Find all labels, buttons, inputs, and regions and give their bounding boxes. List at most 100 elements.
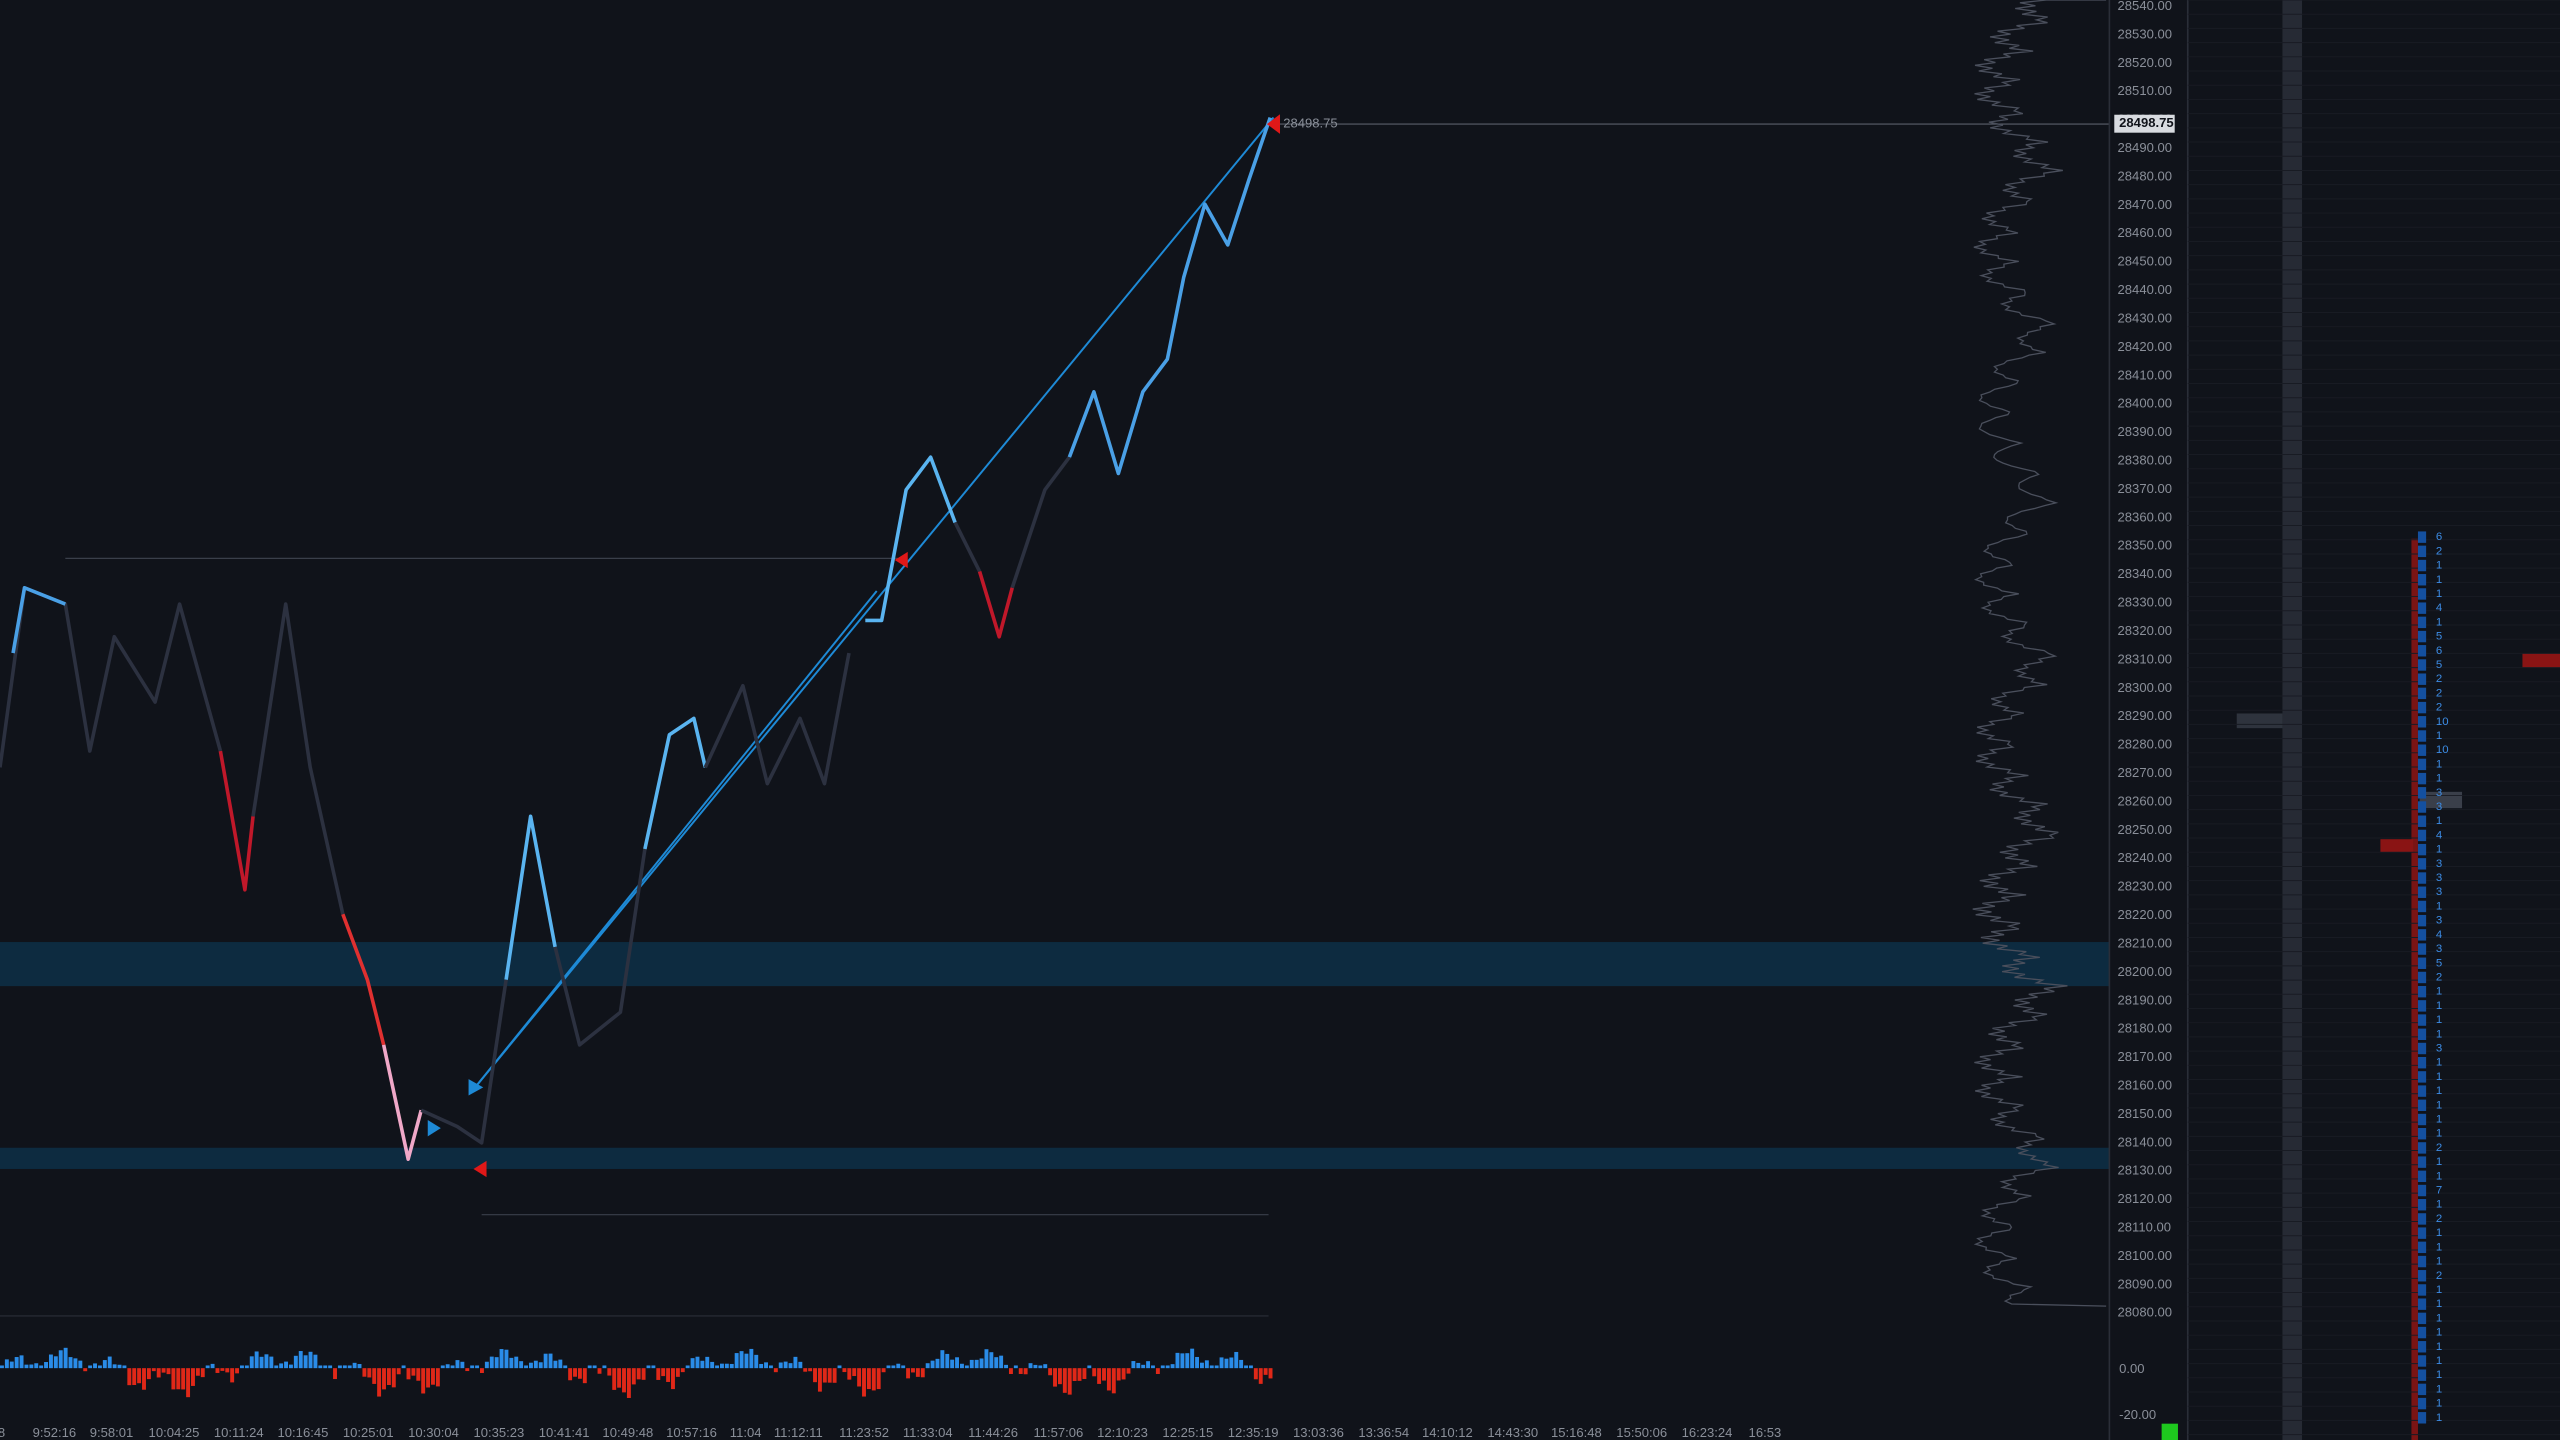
indicator-bar [284,1361,288,1369]
indicator-bar [558,1359,563,1369]
indicator-bar [97,1365,102,1369]
dom-size: 4 [2436,829,2443,841]
indicator-bar [661,1368,666,1377]
indicator-bar [63,1347,68,1369]
time-label: 10:49:48 [602,1425,653,1440]
indicator-bar [132,1368,137,1386]
indicator-bar [1248,1365,1253,1369]
indicator-bar [1155,1368,1160,1375]
indicator-bar [612,1368,617,1390]
indicator-bar [1244,1365,1248,1369]
indicator-bar [1219,1357,1224,1369]
dom-bar [2236,713,2283,729]
indicator-bar [406,1368,411,1380]
dom-bid-bar [2417,1199,2427,1211]
indicator-bar [906,1368,911,1379]
time-label: 9:58:01 [90,1425,134,1440]
indicator-bar [127,1368,132,1386]
indicator-bar [313,1354,318,1369]
indicator-bar [528,1362,533,1369]
trend-line [474,590,878,1088]
dom-size: 7 [2436,1185,2442,1197]
indicator-bar [705,1356,710,1369]
dom-size: 1 [2436,730,2442,742]
zone [0,942,2110,987]
price-tick-label: 28450.00 [2118,254,2172,269]
indicator-bar [548,1353,553,1369]
indicator-bar [1195,1356,1200,1369]
indicator-bar [607,1368,612,1376]
indicator-bar [293,1355,298,1369]
indicator-bar [117,1364,122,1369]
indicator-bar [876,1368,881,1390]
indicator-bar [259,1356,264,1369]
dom-size: 2 [2436,1213,2442,1225]
dom-bid-bar [2417,1028,2427,1040]
dom-bid-bar [2417,858,2427,870]
indicator-bar [431,1368,435,1385]
price-tick-label: 28370.00 [2118,481,2172,496]
dom-bid-bar [2417,1270,2427,1282]
dom-size: 2 [2436,1142,2442,1154]
price-tick-label: 28410.00 [2118,367,2172,382]
indicator-bar [886,1365,891,1369]
dom-bid-bar [2417,1326,2427,1339]
dom-size: 1 [2436,986,2442,998]
indicator-bar [685,1365,690,1369]
dom-size: 1 [2436,758,2442,770]
dom-size: 1 [2436,1114,2442,1126]
dom-bid-bar [2417,574,2427,586]
indicator-bar [729,1363,734,1369]
dom-size: 5 [2436,631,2442,643]
price-line [1010,456,1071,589]
dom-bid-bar [2417,630,2427,643]
indicator-bar [1077,1368,1082,1381]
time-label: 12:25:15 [1162,1425,1213,1440]
indicator-bar [249,1356,254,1369]
dom-bid-bar [2417,687,2427,700]
dom-ask-column [2411,538,2418,1440]
time-label: 10:25:01 [343,1425,394,1440]
price-tick-label: 28460.00 [2118,225,2172,240]
indicator-bar [969,1359,974,1369]
dom-bar [2522,653,2560,668]
indicator-bar [421,1368,426,1394]
price-tick-label: 28180.00 [2118,1021,2172,1036]
indicator-bar [1224,1358,1229,1369]
last-price-label: 28498.75 [1283,116,1337,131]
price-tick-label: 28080.00 [2118,1305,2172,1320]
price-line [703,652,851,786]
dom-bid-bar [2417,559,2427,572]
indicator-bar [308,1351,313,1369]
time-label: 10:11:24 [214,1425,264,1440]
indicator-bar [680,1368,685,1373]
price-tick-label: 28400.00 [2118,396,2172,411]
indicator-bar [73,1358,78,1369]
price-tick-label: 28440.00 [2118,282,2172,297]
dom-size: 1 [2436,1412,2442,1424]
dom-bid-bar [2417,1085,2427,1097]
indicator-bar [195,1368,200,1376]
indicator-bar [568,1368,573,1381]
indicator-bar [656,1368,661,1380]
indicator-bar [675,1368,680,1377]
price-tick-label: 28340.00 [2118,566,2172,581]
indicator-bar [48,1354,53,1369]
dom-size: 4 [2436,602,2443,614]
time-label: 11:12:11 [774,1425,823,1440]
dom-bid-bar [2417,985,2427,998]
indicator-bar [950,1359,955,1369]
indicator-bar [631,1368,636,1385]
entry-marker [468,1079,484,1096]
indicator-bar [940,1350,945,1369]
indicator-bar [543,1353,548,1369]
indicator-bar [342,1365,347,1369]
dom-size: 6 [2436,531,2442,543]
price-tick-label: 28290.00 [2118,708,2172,723]
price-line [1067,116,1272,476]
indicator-bar [416,1368,421,1381]
indicator-bar [19,1355,24,1369]
indicator-bar [1087,1365,1092,1369]
dom-bid-bar [2417,1383,2427,1396]
time-label: 16:23:24 [1682,1425,1733,1440]
